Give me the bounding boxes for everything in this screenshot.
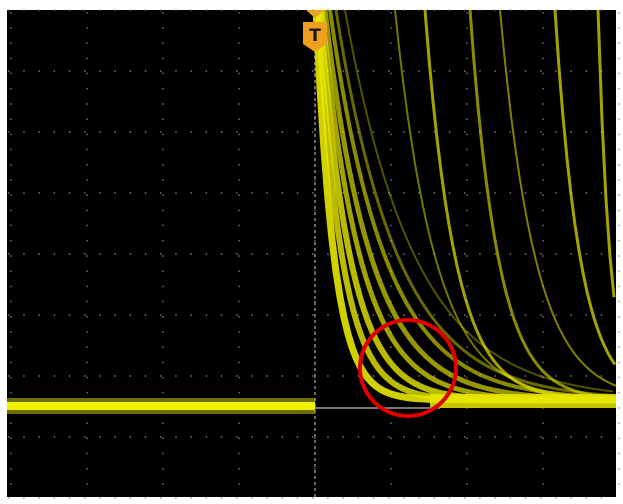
baseline-trace: [7, 402, 315, 410]
page: T (() => { const data = JSON.parse(docum…: [0, 0, 623, 504]
display-background: [7, 10, 616, 497]
settled-trace: [430, 394, 616, 408]
trigger-label: T: [309, 26, 321, 46]
scope-screen: T: [0, 0, 623, 504]
